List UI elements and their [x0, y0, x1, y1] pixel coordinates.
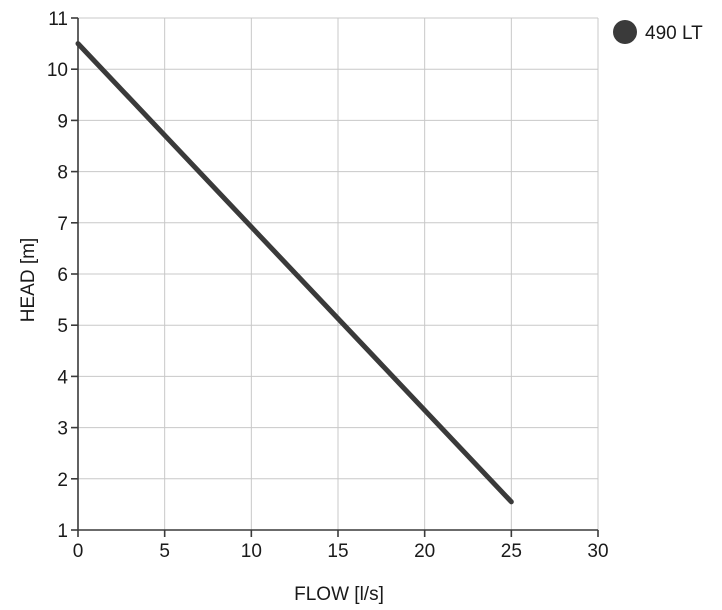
legend-label: 490 LT [645, 23, 703, 44]
y-tick-labels: 1 2 3 4 5 6 7 8 9 10 11 [47, 9, 69, 542]
y-tick-label: 10 [47, 60, 68, 81]
axes [71, 17, 599, 537]
x-tick-labels: 0 5 10 15 20 25 30 [73, 541, 609, 562]
y-tick-label: 2 [57, 470, 68, 491]
x-tick-label: 5 [159, 541, 170, 562]
x-tick-label: 20 [414, 541, 435, 562]
legend: 490 LT [613, 20, 703, 44]
x-axis-label: FLOW [l/s] [294, 584, 384, 605]
x-tick-label: 10 [241, 541, 262, 562]
y-axis-label: HEAD [m] [18, 238, 39, 322]
y-tick-label: 8 [57, 163, 68, 184]
y-tick-label: 6 [57, 265, 68, 286]
y-tick-label: 3 [57, 419, 68, 440]
y-tick-label: 5 [57, 316, 68, 337]
y-tick-label: 11 [48, 9, 68, 30]
x-tick-label: 15 [327, 541, 348, 562]
x-tick-label: 30 [587, 541, 608, 562]
y-tick-label: 9 [57, 111, 68, 132]
grid [78, 17, 599, 530]
series-lines [75, 41, 514, 505]
series-line-0 [75, 41, 514, 505]
x-tick-label: 25 [501, 541, 522, 562]
y-tick-label: 1 [57, 521, 68, 542]
y-tick-label: 4 [57, 367, 68, 388]
legend-marker-icon [613, 20, 637, 44]
y-tick-label: 7 [57, 214, 68, 235]
x-tick-label: 0 [73, 541, 84, 562]
